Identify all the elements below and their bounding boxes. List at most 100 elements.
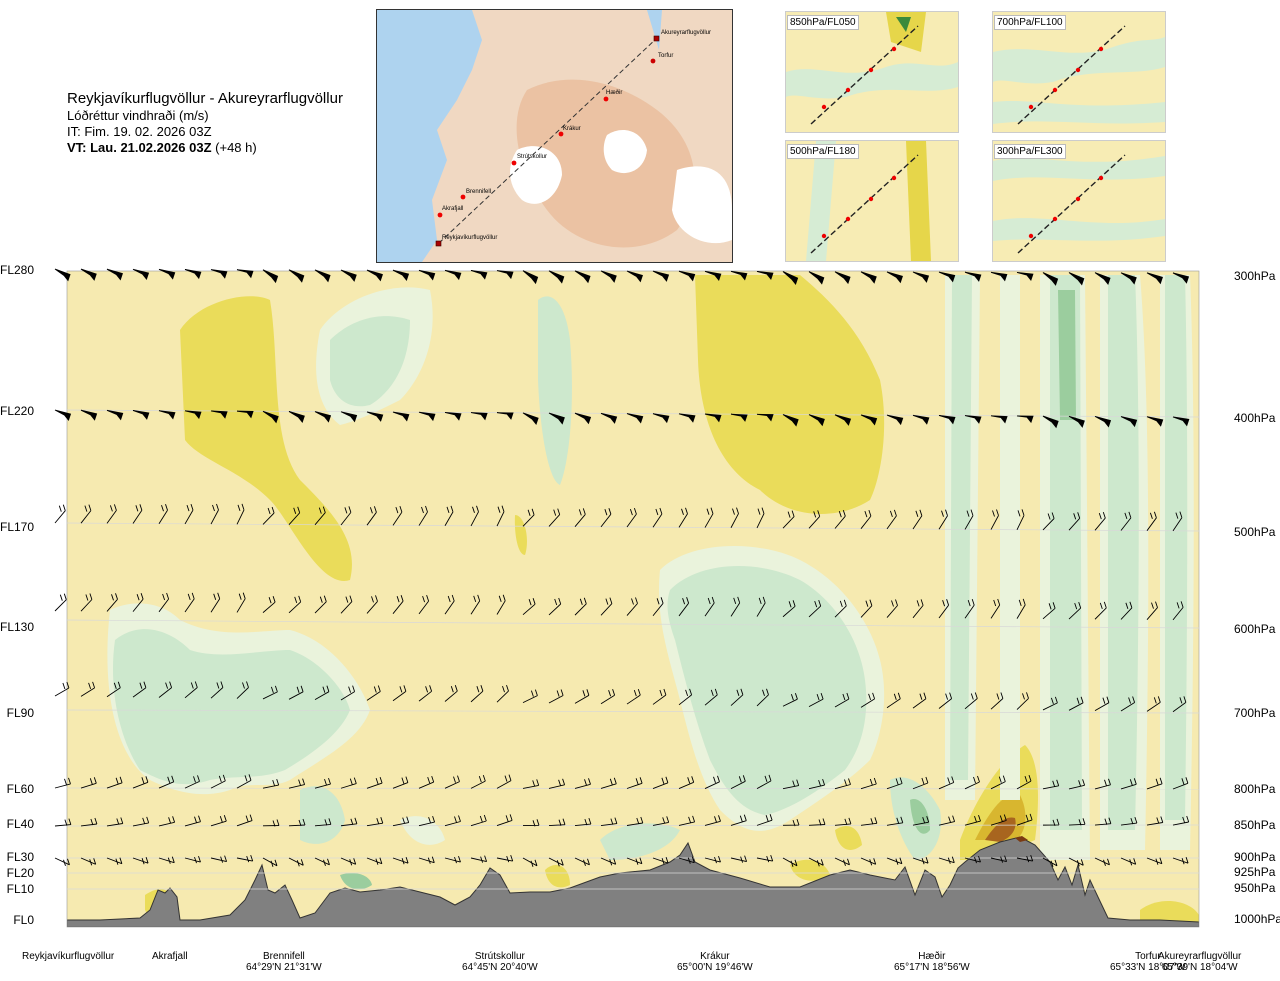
- wind-barb: [834, 817, 852, 826]
- wind-barb: [262, 269, 279, 284]
- wind-barb: [288, 411, 305, 424]
- wind-barb: [1120, 816, 1138, 826]
- wind-barb: [1016, 271, 1034, 282]
- wind-barb: [132, 410, 150, 420]
- wind-barb: [106, 681, 121, 698]
- wind-barb: [1042, 818, 1060, 827]
- wind-barb: [314, 506, 326, 526]
- wind-barb: [886, 857, 903, 865]
- location-coord: 65°00'N 19°46'W: [677, 962, 753, 973]
- wind-barb: [1068, 601, 1082, 620]
- wind-barb: [522, 857, 538, 867]
- wind-barb: [730, 688, 744, 706]
- wind-barb: [704, 815, 721, 826]
- wind-barb: [678, 413, 696, 423]
- fl-label: FL0: [13, 913, 34, 927]
- wind-barb: [1094, 272, 1111, 286]
- wind-barb: [1172, 696, 1187, 713]
- wind-barb: [392, 595, 404, 614]
- wind-barb: [470, 412, 488, 421]
- wind-barb: [54, 818, 72, 827]
- wind-barb: [132, 816, 150, 827]
- wind-barb: [912, 599, 924, 619]
- glacier: [603, 130, 647, 174]
- wind-barb: [210, 815, 227, 827]
- wind-barb: [938, 856, 955, 864]
- wind-barb: [730, 596, 741, 617]
- wind-barb: [990, 814, 1007, 826]
- wind-barbs: [54, 268, 1190, 867]
- wind-barb: [132, 857, 149, 865]
- glacier: [510, 146, 562, 204]
- wind-barb: [678, 270, 696, 282]
- sea-west: [377, 10, 482, 262]
- wind-barb: [392, 816, 410, 827]
- wind-barb: [1172, 511, 1183, 532]
- location-name: Akureyrarflugvöllur: [1158, 951, 1242, 962]
- wind-barb: [1016, 854, 1034, 863]
- wind-barb: [314, 685, 330, 701]
- wind-barb: [54, 777, 71, 789]
- wind-barb: [886, 599, 898, 618]
- wind-barb: [1146, 272, 1163, 285]
- wind-barb: [418, 815, 436, 827]
- wind-barb: [470, 774, 486, 789]
- map-label: Krákur: [563, 126, 581, 132]
- airport-marker: [653, 35, 660, 42]
- pressure-label: 850hPa: [1234, 818, 1276, 832]
- wind-barb: [470, 855, 488, 863]
- wind-barb: [860, 271, 877, 284]
- wind-barb: [756, 271, 774, 281]
- pressure-label: 700hPa: [1234, 706, 1276, 720]
- wind-barb: [132, 776, 149, 789]
- location-label: Strútskollur 64°45'N 20°40'W: [462, 951, 538, 973]
- wind-barb: [366, 595, 378, 614]
- wind-barb: [782, 510, 795, 529]
- wind-barb: [1120, 416, 1138, 428]
- wind-barb: [548, 270, 565, 284]
- wind-barb: [496, 854, 514, 863]
- location-name: Hæðir: [918, 951, 946, 962]
- wind-barb: [782, 693, 798, 707]
- inset-map-svg: [993, 141, 1165, 261]
- wind-barb: [990, 855, 1008, 863]
- fl-label: FL30: [6, 850, 34, 864]
- inset-map-700: 700hPa/FL100: [992, 11, 1166, 133]
- wind-barb: [964, 415, 982, 424]
- wind-barb: [990, 775, 1006, 790]
- wind-barb: [1172, 815, 1190, 826]
- fl-label: FL40: [6, 817, 34, 831]
- route-title: Reykjavíkurflugvöllur - Akureyrarflugvöl…: [67, 90, 343, 107]
- wind-barb: [418, 269, 436, 281]
- wind-barb: [366, 817, 384, 827]
- wind-barb: [106, 504, 117, 524]
- wind-barb: [106, 593, 118, 612]
- wind-barb: [184, 775, 200, 789]
- wind-barb: [860, 692, 876, 708]
- wind-barb: [366, 269, 383, 282]
- pressure-label: 950hPa: [1234, 881, 1276, 895]
- wind-barb: [80, 268, 97, 281]
- inset-map-300: 300hPa/FL300: [992, 140, 1166, 262]
- wind-barb: [1146, 816, 1164, 826]
- wind-barb: [1146, 777, 1163, 790]
- wind-barb: [678, 776, 695, 789]
- location-name: Strútskollur: [474, 951, 525, 962]
- wind-barb: [106, 409, 124, 421]
- wind-barb: [262, 410, 279, 424]
- wind-barb: [912, 816, 930, 826]
- wind-barb: [1120, 511, 1132, 531]
- wind-barb: [678, 688, 693, 706]
- wind-barb: [314, 857, 330, 866]
- wind-barb: [730, 855, 748, 863]
- wind-barb: [600, 777, 617, 789]
- wind-barb: [600, 270, 617, 283]
- lead-time: (+48 h): [215, 140, 257, 155]
- wind-barb: [366, 857, 383, 865]
- wind-barb: [522, 598, 536, 616]
- wind-barb: [184, 269, 202, 280]
- wind-barb: [756, 854, 774, 863]
- wind-barb: [912, 509, 923, 530]
- wind-barb: [886, 692, 901, 709]
